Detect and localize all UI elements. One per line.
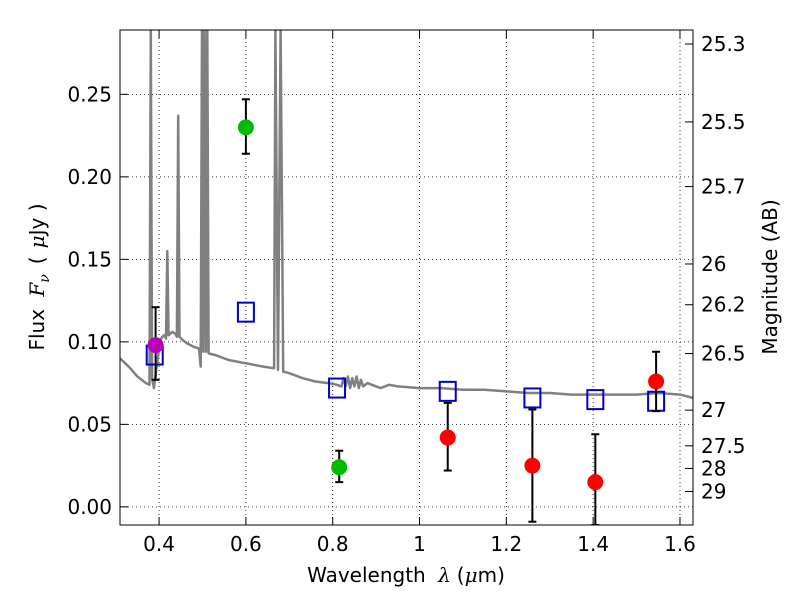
model-square-point xyxy=(438,380,457,402)
observed-red-point xyxy=(587,474,604,491)
spectrum-line xyxy=(120,30,693,400)
right-tick-label: 25.5 xyxy=(701,110,746,134)
x-tick-label: 1.6 xyxy=(664,532,696,556)
observed-green-point xyxy=(237,119,254,136)
observed-red-point xyxy=(648,373,665,390)
x-tick-label: 0.6 xyxy=(230,532,262,556)
right-tick-label: 29 xyxy=(701,480,726,504)
model-square-point xyxy=(523,387,542,409)
plot-frame xyxy=(119,29,694,526)
y-axis-label: Flux Fν(μJy ) xyxy=(25,203,53,350)
y-tick-label: 0.00 xyxy=(67,495,112,519)
x-tick-label: 0.8 xyxy=(317,532,349,556)
x-tick-label: 1.2 xyxy=(490,532,522,556)
y-tick-label: 0.25 xyxy=(67,82,112,106)
right-tick-label: 25.3 xyxy=(701,32,746,56)
model-square-point xyxy=(328,377,347,399)
axis-ticks: 0.4 0.6 0.8 1 1.2 1.4 1.6 0.00 0.05 0.10 0.15 0.20 0… xyxy=(67,30,746,556)
y-tick-label: 0.20 xyxy=(67,165,112,189)
grid-lines xyxy=(120,30,693,525)
right-tick-label: 26.2 xyxy=(701,293,746,317)
model-spectrum xyxy=(120,30,693,400)
plot-background xyxy=(120,30,693,525)
y-tick-label: 0.10 xyxy=(67,330,112,354)
x-axis-label: Wavelength λ (μm) xyxy=(307,563,505,587)
right-tick-label: 27 xyxy=(701,398,726,422)
x-tick-label: 1.4 xyxy=(577,532,609,556)
right-axis-label: Magnitude (AB) xyxy=(758,199,782,354)
model-square-point xyxy=(586,389,605,411)
observed-green-point xyxy=(331,459,348,476)
model-square-point xyxy=(236,301,255,323)
x-tick-label: 1 xyxy=(413,532,426,556)
right-tick-label: 27.5 xyxy=(701,434,746,458)
right-tick-label: 26 xyxy=(701,252,726,276)
observed-red-point xyxy=(524,457,541,474)
observed-red-point xyxy=(439,429,456,446)
observed-magenta-point xyxy=(147,337,164,354)
data-markers xyxy=(145,98,666,525)
x-tick-label: 0.4 xyxy=(143,532,175,556)
right-tick-label: 28 xyxy=(701,456,726,480)
right-tick-label: 26.5 xyxy=(701,342,746,366)
y-tick-label: 0.15 xyxy=(67,247,112,271)
right-tick-label: 25.7 xyxy=(701,175,746,199)
y-tick-label: 0.05 xyxy=(67,412,112,436)
